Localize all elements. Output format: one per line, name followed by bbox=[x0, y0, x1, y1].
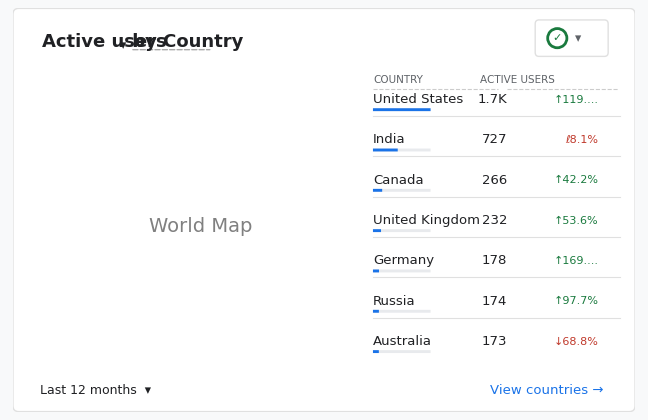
Text: ✓: ✓ bbox=[553, 33, 562, 43]
Text: ▾: ▾ bbox=[119, 39, 126, 52]
Text: ↑119....: ↑119.... bbox=[553, 94, 599, 105]
FancyBboxPatch shape bbox=[373, 189, 430, 192]
Text: 174: 174 bbox=[482, 295, 507, 308]
Text: 727: 727 bbox=[482, 134, 507, 147]
FancyBboxPatch shape bbox=[373, 149, 430, 152]
Text: 266: 266 bbox=[482, 174, 507, 187]
Text: 178: 178 bbox=[482, 255, 507, 268]
Text: Canada: Canada bbox=[373, 174, 424, 187]
Text: ↑53.6%: ↑53.6% bbox=[554, 215, 599, 226]
FancyBboxPatch shape bbox=[13, 8, 635, 412]
Text: Active users: Active users bbox=[41, 33, 167, 51]
Text: ACTIVE USERS: ACTIVE USERS bbox=[480, 76, 555, 85]
Text: Last 12 months  ▾: Last 12 months ▾ bbox=[40, 384, 151, 397]
FancyBboxPatch shape bbox=[535, 20, 608, 56]
Text: COUNTRY: COUNTRY bbox=[373, 76, 423, 85]
FancyBboxPatch shape bbox=[373, 189, 382, 192]
FancyBboxPatch shape bbox=[373, 229, 430, 232]
Text: Russia: Russia bbox=[373, 295, 415, 308]
Text: View countries →: View countries → bbox=[490, 384, 603, 397]
Text: 232: 232 bbox=[482, 214, 507, 227]
FancyBboxPatch shape bbox=[373, 229, 381, 232]
Text: Australia: Australia bbox=[373, 335, 432, 348]
Text: World Map: World Map bbox=[149, 217, 253, 236]
FancyBboxPatch shape bbox=[373, 108, 430, 111]
FancyBboxPatch shape bbox=[373, 108, 430, 111]
Text: by Country: by Country bbox=[126, 33, 244, 51]
FancyBboxPatch shape bbox=[373, 149, 398, 152]
FancyBboxPatch shape bbox=[373, 270, 379, 273]
FancyBboxPatch shape bbox=[373, 310, 379, 313]
FancyBboxPatch shape bbox=[373, 310, 430, 313]
FancyBboxPatch shape bbox=[373, 350, 379, 353]
Text: United States: United States bbox=[373, 93, 463, 106]
Text: ↑169....: ↑169.... bbox=[553, 256, 599, 266]
FancyBboxPatch shape bbox=[373, 350, 430, 353]
Text: 173: 173 bbox=[482, 335, 507, 348]
Text: 1.7K: 1.7K bbox=[478, 93, 507, 106]
Text: Germany: Germany bbox=[373, 255, 434, 268]
Text: United Kingdom: United Kingdom bbox=[373, 214, 480, 227]
Text: India: India bbox=[373, 134, 406, 147]
FancyBboxPatch shape bbox=[373, 270, 430, 273]
Text: ℓ8.1%: ℓ8.1% bbox=[566, 135, 599, 145]
Text: ↓68.8%: ↓68.8% bbox=[553, 336, 599, 346]
Text: ↑42.2%: ↑42.2% bbox=[553, 175, 599, 185]
Text: ▾: ▾ bbox=[575, 32, 581, 45]
Text: ↑97.7%: ↑97.7% bbox=[553, 296, 599, 306]
